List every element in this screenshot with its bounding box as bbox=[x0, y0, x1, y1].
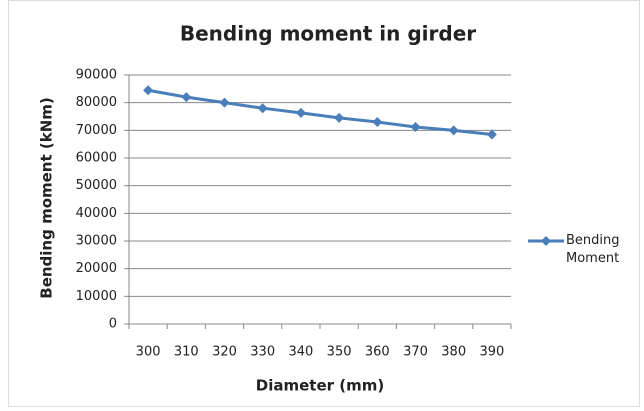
data-point bbox=[334, 112, 345, 123]
x-tick-label: 370 bbox=[403, 345, 428, 360]
y-tick-label: 90000 bbox=[76, 68, 117, 83]
data-point bbox=[372, 117, 383, 128]
y-tick-label: 60000 bbox=[76, 151, 117, 166]
chart-frame bbox=[8, 0, 640, 407]
data-point bbox=[486, 129, 497, 140]
y-tick-label: 50000 bbox=[76, 178, 117, 193]
legend-marker bbox=[541, 236, 551, 246]
x-tick-label: 360 bbox=[365, 345, 390, 360]
y-tick-label: 30000 bbox=[76, 234, 117, 249]
data-point bbox=[257, 103, 268, 114]
legend-label: Bending Moment bbox=[566, 233, 620, 266]
x-tick-label: 330 bbox=[250, 345, 275, 360]
data-line bbox=[147, 88, 493, 136]
data-point bbox=[448, 125, 459, 136]
y-tick-label: 20000 bbox=[76, 261, 117, 276]
x-tick-label: 300 bbox=[136, 345, 161, 360]
y-tick-label: 80000 bbox=[76, 95, 117, 110]
y-tick-label: 10000 bbox=[76, 289, 117, 304]
y-axis-label: Bending moment (kNm) bbox=[38, 97, 56, 298]
y-tick-label: 0 bbox=[109, 317, 117, 332]
data-point bbox=[219, 97, 230, 108]
x-tick-label: 350 bbox=[327, 345, 352, 360]
x-tick-label: 320 bbox=[212, 345, 237, 360]
data-point bbox=[295, 107, 306, 118]
x-tick-label: 310 bbox=[174, 345, 199, 360]
y-tick-label: 70000 bbox=[76, 123, 117, 138]
x-tick-label: 340 bbox=[288, 345, 313, 360]
data-point bbox=[181, 92, 192, 103]
y-tick-label: 40000 bbox=[76, 206, 117, 221]
x-axis-label: Diameter (mm) bbox=[256, 377, 384, 395]
data-point bbox=[410, 122, 421, 133]
data-point bbox=[143, 85, 154, 96]
x-tick-label: 390 bbox=[479, 345, 504, 360]
chart-title: Bending moment in girder bbox=[180, 22, 476, 46]
x-tick-label: 380 bbox=[441, 345, 466, 360]
